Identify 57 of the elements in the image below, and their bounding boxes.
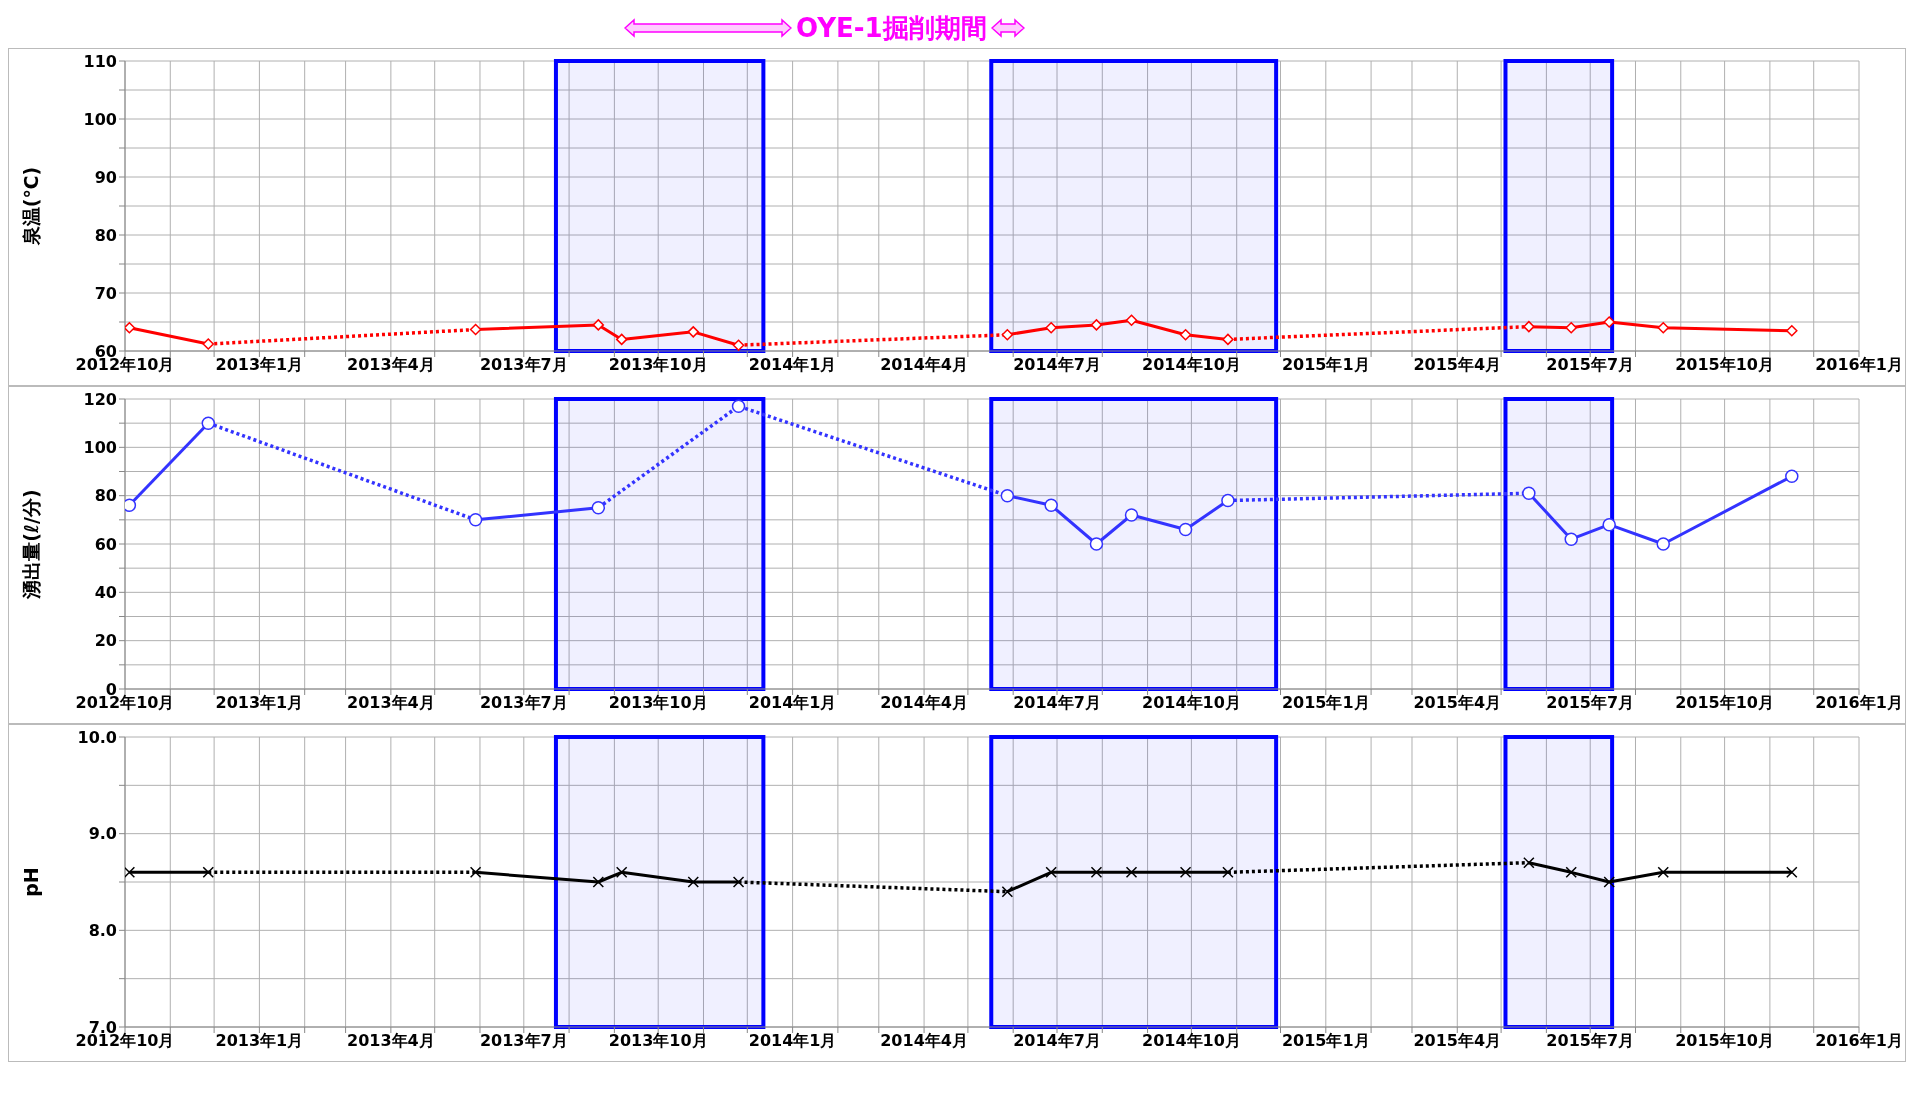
y-tick-label: 80 — [94, 225, 117, 245]
y-tick-label: 80 — [94, 486, 117, 506]
x-tick-label: 2015年1月 — [1281, 693, 1370, 713]
x-tick-label: 2015年7月 — [1546, 355, 1635, 375]
x-tick-label: 2014年4月 — [880, 1031, 968, 1051]
x-tick-label: 2014年1月 — [748, 1031, 837, 1051]
x-tick-label: 2014年1月 — [748, 355, 837, 375]
x-tick-label: 2014年7月 — [1013, 355, 1101, 375]
x-tick-label: 2014年4月 — [880, 693, 968, 713]
x-tick-label: 2013年10月 — [608, 693, 708, 713]
x-tick-label: 2015年10月 — [1675, 693, 1774, 713]
x-tick-label: 2015年4月 — [1413, 693, 1502, 713]
y-tick-label: 100 — [83, 438, 117, 458]
x-tick-label: 2013年4月 — [347, 693, 435, 713]
y-tick-label: 60 — [94, 534, 117, 554]
text: OYE-1掘削期間 — [796, 11, 987, 45]
y-tick-label: 40 — [94, 583, 117, 603]
x-tick-label: 2013年10月 — [608, 355, 708, 375]
y-axis-title: 泉温(℃) — [19, 166, 42, 247]
y-axis-title: pH — [19, 867, 42, 897]
x-tick-label: 2016年1月 — [1815, 355, 1903, 375]
y-tick-label: 70 — [94, 283, 117, 303]
x-tick-label: 2014年10月 — [1142, 355, 1241, 375]
x-tick-label: 2014年1月 — [748, 693, 837, 713]
y-tick-label: 100 — [83, 109, 117, 129]
x-tick-label: 2014年7月 — [1013, 1031, 1101, 1051]
x-tick-label: 2013年1月 — [215, 693, 304, 713]
x-tick-label: 2015年7月 — [1546, 1031, 1635, 1051]
x-tick-label: 2014年10月 — [1142, 1031, 1241, 1051]
x-tick-label: 2014年10月 — [1142, 693, 1241, 713]
x-tick-label: 2014年4月 — [880, 355, 968, 375]
x-tick-label: 2016年1月 — [1815, 1031, 1903, 1051]
x-tick-label: 2014年7月 — [1013, 693, 1101, 713]
y-tick-label: 9.0 — [88, 824, 117, 844]
x-tick-label: 2013年10月 — [608, 1031, 708, 1051]
y-tick-label: 90 — [94, 167, 117, 187]
y-tick-label: 10.0 — [77, 727, 117, 747]
x-tick-label: 2015年7月 — [1546, 693, 1635, 713]
x-tick-label: 2015年4月 — [1413, 1031, 1502, 1051]
x-tick-label: 2013年1月 — [215, 1031, 304, 1051]
y-axis-title: 湧出量(ℓ/分) — [19, 489, 42, 600]
x-tick-label: 2013年4月 — [347, 1031, 435, 1051]
x-tick-label: 2015年4月 — [1413, 355, 1502, 375]
x-tick-label: 2013年4月 — [347, 355, 435, 375]
y-tick-label: 8.0 — [88, 921, 117, 941]
x-tick-label: 2013年7月 — [479, 693, 568, 713]
x-tick-label: 2015年1月 — [1281, 1031, 1370, 1051]
y-tick-label: 20 — [94, 631, 117, 651]
y-tick-label: 120 — [83, 389, 117, 409]
x-tick-label: 2016年1月 — [1815, 693, 1903, 713]
x-tick-label: 2013年7月 — [479, 1031, 568, 1051]
y-tick-label: 110 — [83, 51, 117, 71]
x-tick-label: 2015年1月 — [1281, 355, 1370, 375]
x-tick-label: 2015年10月 — [1675, 355, 1774, 375]
x-tick-label: 2013年7月 — [479, 355, 568, 375]
x-tick-label: 2015年10月 — [1675, 1031, 1774, 1051]
x-tick-label: 2013年1月 — [215, 355, 304, 375]
